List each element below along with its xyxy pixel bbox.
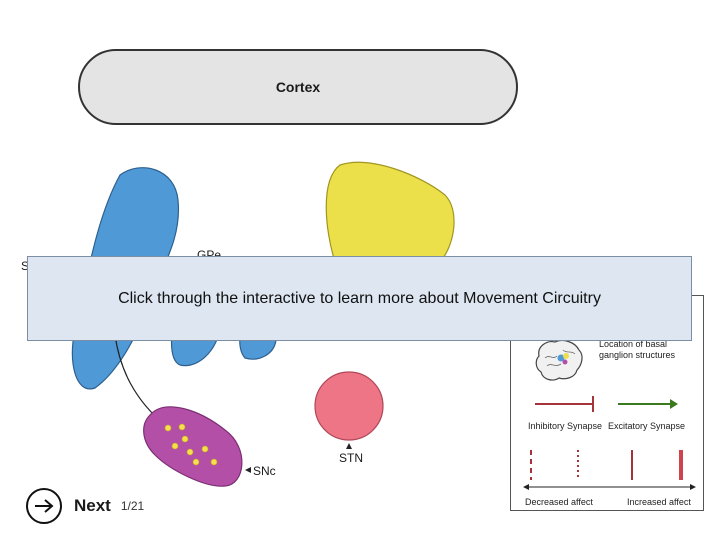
thalamus-region[interactable] xyxy=(325,161,455,263)
next-button[interactable]: Next 1/21 xyxy=(26,486,144,526)
arrow-right-circle-icon[interactable] xyxy=(26,488,62,524)
stn-label: STN xyxy=(339,451,363,465)
legend-inhibitory-label: Inhibitory Synapse xyxy=(528,421,603,431)
cortex-label: Cortex xyxy=(275,79,321,95)
dopamine-neuron-dots xyxy=(164,423,218,466)
stn-region[interactable] xyxy=(314,371,384,441)
legend-increased-label: Increased affect xyxy=(627,497,691,507)
legend-excitatory-label: Excitatory Synapse xyxy=(608,421,686,431)
excitatory-synapse-icon xyxy=(618,399,678,409)
next-label[interactable]: Next xyxy=(74,496,111,515)
striatum-partial-label: S xyxy=(21,259,30,273)
legend-decreased-label: Decreased affect xyxy=(525,497,593,507)
instruction-text: Click through the interactive to learn m… xyxy=(118,289,601,307)
legend-location-label: Location of basal ganglion structures xyxy=(599,339,676,360)
stn-pointer-icon xyxy=(346,443,352,449)
brain-icon xyxy=(535,339,583,381)
snc-label: SNc xyxy=(253,464,276,478)
affect-scale-icon xyxy=(523,450,696,490)
snc-region[interactable] xyxy=(143,406,243,487)
inhibitory-synapse-icon xyxy=(535,396,594,412)
page-indicator: 1/21 xyxy=(120,499,145,513)
instruction-banner[interactable]: Click through the interactive to learn m… xyxy=(27,256,692,341)
cortex-region[interactable]: Cortex xyxy=(78,49,518,125)
snc-pointer-icon xyxy=(245,467,251,473)
